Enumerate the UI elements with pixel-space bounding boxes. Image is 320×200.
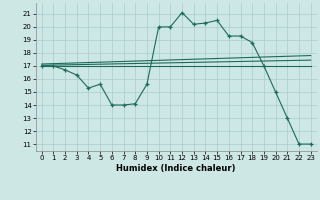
X-axis label: Humidex (Indice chaleur): Humidex (Indice chaleur): [116, 164, 236, 173]
